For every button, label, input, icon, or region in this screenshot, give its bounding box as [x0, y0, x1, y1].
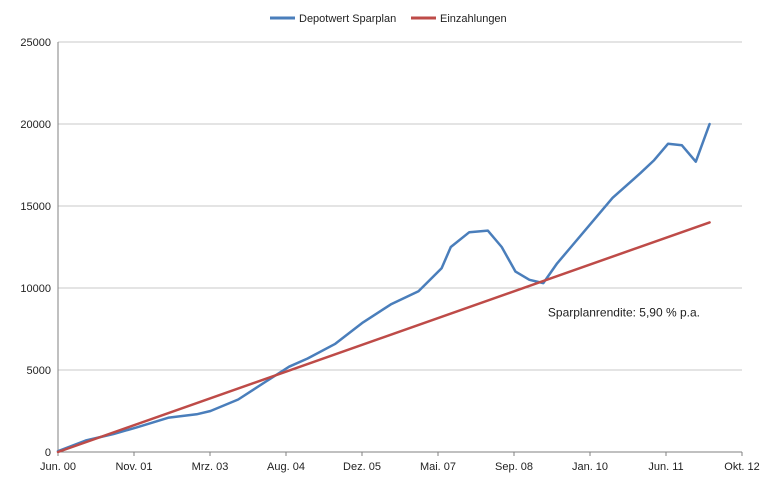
series-line-0	[56, 122, 711, 453]
annotation-label: Sparplanrendite: 5,90 % p.a.	[548, 306, 700, 320]
x-tick-label: Nov. 01	[115, 461, 152, 473]
y-tick-label: 10000	[20, 283, 51, 295]
legend: Depotwert Sparplan Einzahlungen	[270, 13, 507, 25]
x-tick-labels: Jun. 00 Nov. 01 Mrz. 03 Aug. 04 Dez. 05 Mai. …	[40, 461, 760, 473]
y-tick-label: 25000	[20, 37, 51, 49]
x-tick-label: Aug. 04	[267, 461, 305, 473]
x-tick-label: Okt. 12	[724, 461, 759, 473]
legend-label: Depotwert Sparplan	[299, 13, 396, 25]
y-tick-labels: 0 5000 10000 15000 20000 25000	[20, 37, 51, 459]
y-tick-label: 0	[45, 447, 51, 459]
x-tick-label: Dez. 05	[343, 461, 381, 473]
annotations: Sparplanrendite: 5,90 % p.a.	[548, 306, 700, 320]
y-tick-label: 5000	[27, 365, 51, 377]
gridlines	[58, 41, 742, 371]
legend-label: Einzahlungen	[440, 13, 507, 25]
y-tick-label: 15000	[20, 201, 51, 213]
series-lines	[56, 122, 711, 454]
series-line-1	[56, 221, 711, 454]
x-tick-label: Jan. 10	[572, 461, 608, 473]
y-tick-label: 20000	[20, 119, 51, 131]
axes	[57, 42, 743, 456]
x-tick-label: Sep. 08	[495, 461, 533, 473]
x-tick-label: Jun. 00	[40, 461, 76, 473]
x-tick-label: Jun. 11	[648, 461, 683, 473]
x-tick-label: Mai. 07	[420, 461, 456, 473]
x-tick-label: Mrz. 03	[192, 461, 229, 473]
